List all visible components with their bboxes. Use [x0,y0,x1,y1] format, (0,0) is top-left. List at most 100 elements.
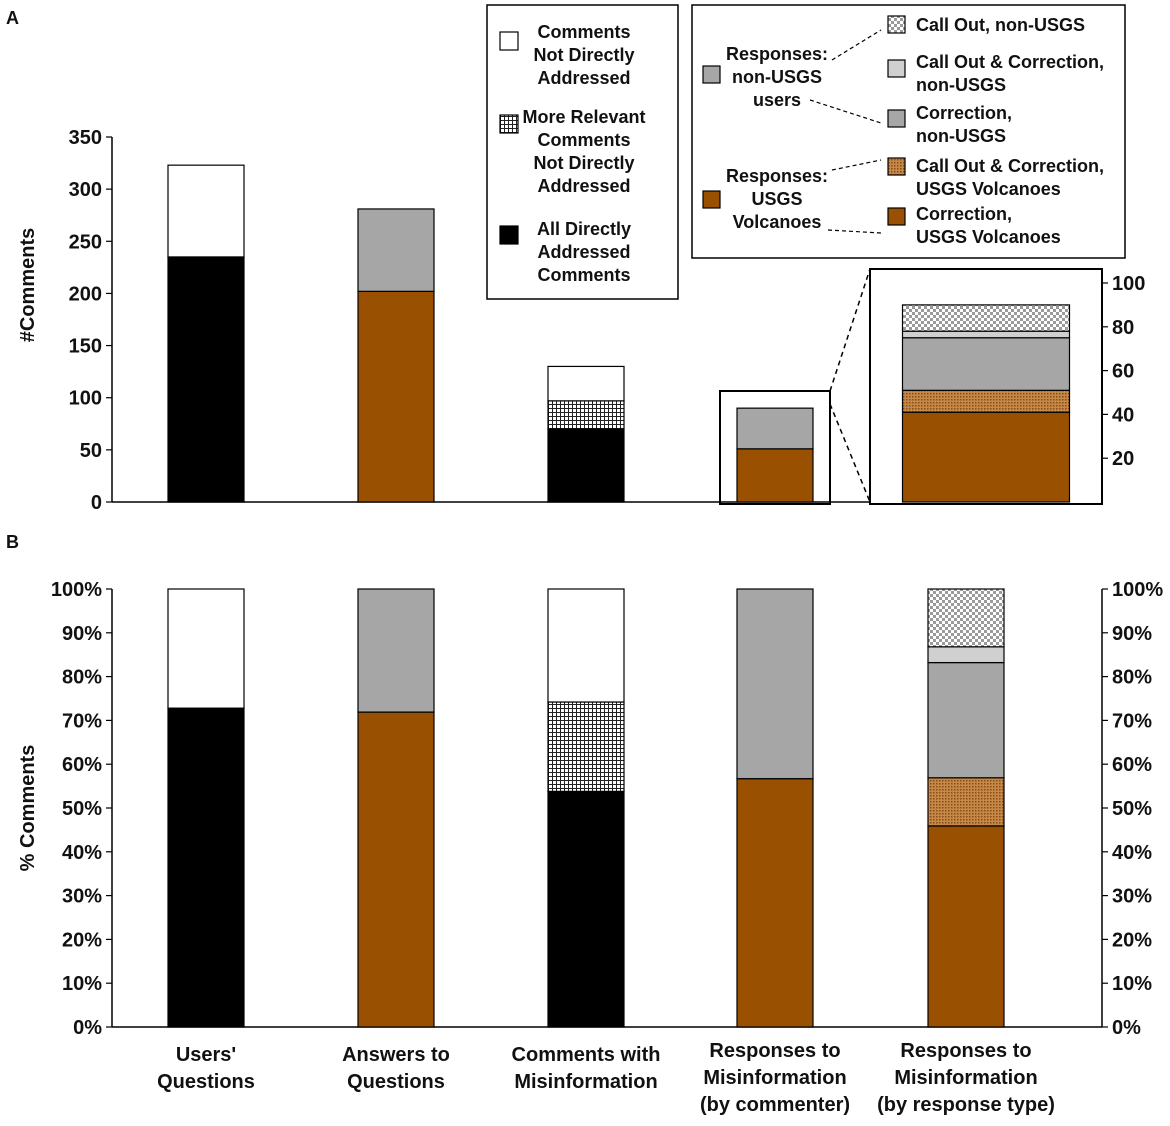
legend-responses-items: Responses: non-USGS users Responses: USGS Vol… [702,15,1104,247]
panel-b-ytick-label-left: 0% [73,1017,102,1039]
panel-a-bar-3-comments-not-directly-addressed [547,365,625,402]
category-labels: Users' Questions Answers to Questions Commen… [157,1040,1055,1116]
panel-b-ylabel: % Comments [17,745,39,872]
legend-item-label: Correction, [916,103,1012,123]
category-label-4: Responses to [709,1040,840,1062]
panel-b-bar-3-all-directly-addressed-comments [547,790,625,1028]
inset-y-ticks: 20 40 60 80 100 [1102,273,1145,470]
panel-b-ytick-label-right: 50% [1112,798,1152,820]
inset-ytick-label: 80 [1112,317,1134,339]
panel-a-bar-2-responses-non-usgs-users [357,208,435,292]
legend-label: Addressed [537,176,630,196]
legend-swatch-white [499,31,519,51]
panel-b-ytick-label-left: 60% [62,754,102,776]
panel-b-bar-1-all-directly-addressed-comments [167,707,245,1028]
panel-a-y-ticks: 0 50 100 150 200 250 300 350 [69,127,112,514]
panel-b-ytick-label-left: 80% [62,667,102,689]
category-label-5: Misinformation [894,1067,1037,1089]
panel-b-y-ticks: 0% 0% 10% 10% 20% 20% 30% 30% 40% 40% 50% 50% 60% 60%… [51,579,1164,1039]
panel-b-ytick-label-left: 100% [51,579,102,601]
legend-swatch-black [499,225,519,245]
category-label-2: Answers to [342,1044,450,1066]
zoom-box [719,390,831,505]
panel-b-label: B [6,532,19,552]
legend-group-swatch-brown [702,190,721,209]
legend-group-label: Responses: [726,166,828,186]
panel-a-ytick-label: 300 [69,179,102,201]
panel-b-bar-5-call-out-correction-non-usgs [927,646,1005,664]
panel-a-bar-4-responses-non-usgs-users [736,407,814,450]
inset-ytick-label: 40 [1112,404,1134,426]
panel-b-bar-2-responses-usgs-volcanoes [357,711,435,1028]
inset-ytick-label: 100 [1112,273,1145,295]
panel-b-ytick-label-left: 70% [62,710,102,732]
panel-b-ytick-label-left: 90% [62,623,102,645]
panel-b-bar-5-correction-non-usgs [927,661,1005,779]
inset-ytick-label: 20 [1112,448,1134,470]
panel-b-bar-5-call-out-non-usgs [927,588,1005,648]
panel-b-ytick-label-left: 30% [62,886,102,908]
panel-b-bars [167,588,1005,1028]
legend-label: Comments [537,22,630,42]
category-label-3: Comments with [512,1044,661,1066]
panel-b-bar-4-responses-usgs-volcanoes [736,778,814,1028]
panel-b-bar-2-responses-non-usgs-users [357,588,435,713]
panel-b-ytick-label-right: 70% [1112,710,1152,732]
panel-b-ytick-label-left: 50% [62,798,102,820]
legend-group-label: Responses: [726,44,828,64]
legend-item-label: Correction, [916,204,1012,224]
legend-group-label: non-USGS [732,67,822,87]
panel-a-bar-2-responses-usgs-volcanoes [357,290,435,503]
panel-a-ylabel: #Comments [17,228,39,342]
panel-b-bar-5-call-out-correction-usgs-volcanoes [927,777,1005,827]
inset-bar-call-out-correction-non-usgs [901,330,1071,339]
inset-bar-call-out-correction-usgs-volcanoes [901,389,1071,413]
legend-item-label: USGS Volcanoes [916,179,1061,199]
legend-label: Comments [537,265,630,285]
legend-item-swatch-brown [887,207,906,226]
panel-a-bar-1-all-directly-addressed-comments [167,256,245,503]
legend-label: All Directly [537,219,631,239]
panel-b-ytick-label-right: 40% [1112,842,1152,864]
category-label-4: Misinformation [703,1067,846,1089]
legend-addressed-items: Comments Not Directly Addressed More Releva… [499,22,646,285]
panel-b-bar-1-comments-not-directly-addressed [167,588,245,709]
legend-item-label: Call Out & Correction, [916,156,1104,176]
category-label-2: Questions [347,1071,445,1093]
legend-item-label: Call Out & Correction, [916,52,1104,72]
inset-bar-correction-usgs-volcanoes [901,411,1071,503]
legend-addressed [486,4,679,300]
legend-group-label: USGS [751,189,802,209]
legend-item-label: USGS Volcanoes [916,227,1061,247]
panel-b-ytick-label-left: 40% [62,842,102,864]
panel-b-ytick-label-right: 80% [1112,667,1152,689]
category-label-3: Misinformation [514,1071,657,1093]
inset-bar-call-out-non-usgs [901,304,1071,332]
legend-item-label: Call Out, non-USGS [916,15,1085,35]
category-label-5: Responses to [900,1040,1031,1062]
panel-b-ytick-label-left: 20% [62,929,102,951]
inset-ytick-label: 60 [1112,361,1134,383]
panel-b-ytick-label-right: 30% [1112,886,1152,908]
legend-item-swatch-light-gray [887,59,906,78]
panel-a-ytick-label: 0 [91,492,102,514]
panel-b-ytick-label-right: 100% [1112,579,1163,601]
legend-connectors [809,29,882,234]
category-label-1: Users' [176,1044,236,1066]
legend-label: Not Directly [533,45,634,65]
legend-swatch-grid [499,114,519,134]
panel-a-ytick-label: 150 [69,336,102,358]
panel-b-ytick-label-left: 10% [62,973,102,995]
panel-a-ytick-label: 200 [69,283,102,305]
legend-responses [691,4,1126,259]
legend-group-swatch-gray [702,65,721,84]
panel-b-ytick-label-right: 20% [1112,929,1152,951]
legend-group-label: Volcanoes [733,212,822,232]
panel-a-bar-3-all-directly-addressed-comments [547,428,625,503]
panel-a-bar-1-comments-not-directly-addressed [167,164,245,258]
legend-label: Comments [537,130,630,150]
legend-group-label: users [753,90,801,110]
panel-a-ytick-label: 350 [69,127,102,149]
